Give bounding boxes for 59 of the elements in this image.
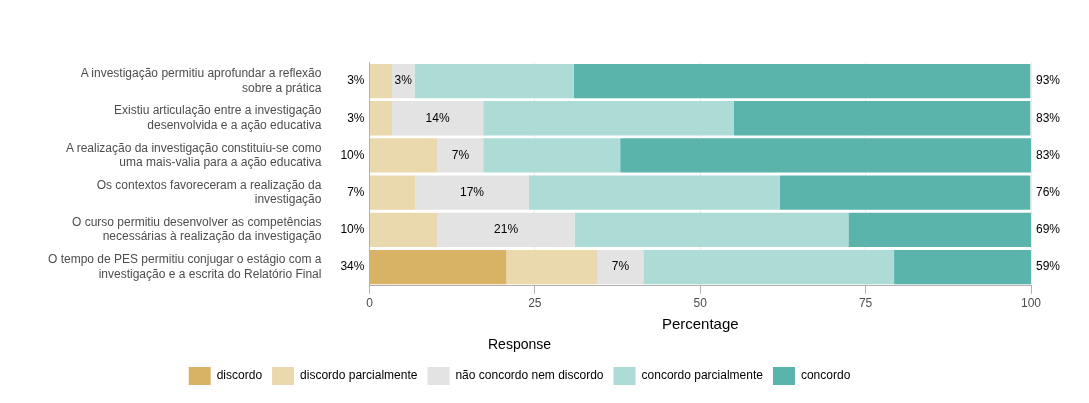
text: 3% [347,110,365,125]
text: 10% [340,222,365,237]
text: 83% [1036,110,1061,125]
bar [414,63,574,99]
text: 59% [1036,259,1061,274]
data-label: 14% [425,110,450,125]
legend-label: concordo [800,368,851,383]
legend-label: discordo [216,368,263,383]
text: 83% [1036,147,1061,162]
y-tick-label: O tempo de PES permitiu conjugar o estágio com a investigação e a escrita do Relatório Final [47,252,322,281]
legend-title: Response [487,336,552,353]
bar [483,138,621,173]
bar [574,212,849,248]
bar [643,250,895,285]
bar [483,101,734,136]
x-axis-title: Percentage [661,315,739,333]
bar [779,175,1031,210]
bar [369,63,392,99]
y-tick-label: Os contextos favoreceram a realização da investigação [96,177,322,207]
bar [391,101,484,136]
data-label: 7% [611,259,630,274]
x-tick-label: 0 [366,296,374,311]
bar [573,63,1031,99]
x-tick-label: 75 [858,296,873,311]
y-tick-label: A realização da investigação constituiu-se como uma mais-valia para a ação educativa [65,140,322,169]
x-tick-label: 25 [528,296,542,311]
x-tick-label: 50 [693,296,708,311]
bar [415,175,529,210]
bar [597,250,644,285]
legend-label: discordo parcialmente [300,368,418,383]
bar [369,175,416,210]
bar [848,212,1031,248]
bar [369,138,438,173]
legend-label: não concordo nem discordo [455,368,604,383]
text: 34% [340,259,365,274]
text: 76% [1036,185,1061,200]
bar [437,138,484,173]
x-tick-label: 100 [1020,296,1042,311]
data-label: 21% [494,222,519,237]
bar [894,250,1031,285]
bar [506,250,598,285]
data-label: 17% [460,185,485,200]
text: 7% [347,185,365,200]
legend-label: concordo parcialmente [641,368,764,383]
data-label: 3% [394,73,413,88]
bar [528,175,780,210]
text: 93% [1036,73,1061,88]
bar [369,101,392,136]
bar [369,212,438,248]
y-tick-label: O curso permitiu desenvolver as competências necessárias à realização da investigação [72,215,322,244]
bar [369,250,507,285]
y-tick-label: Existiu articulação entre a investigação desenvolvida e a ação educativa [114,103,322,132]
bar [620,138,1031,173]
bar [733,101,1031,136]
text: 10% [340,147,365,162]
y-tick-label: A investigação permitiu aprofundar a reflexão sobre a prática [80,66,322,95]
text: 69% [1036,222,1061,237]
text: 3% [347,73,365,88]
data-label: 7% [451,147,470,162]
